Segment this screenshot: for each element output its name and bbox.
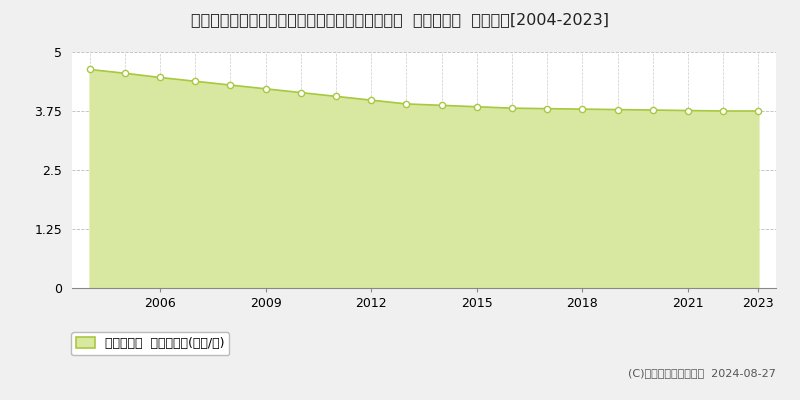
- Legend: 基準地価格  平均坪単価(万円/坪): 基準地価格 平均坪単価(万円/坪): [71, 332, 230, 355]
- Point: [400, 101, 413, 107]
- Point: [83, 66, 96, 73]
- Point: [506, 105, 518, 111]
- Point: [118, 70, 131, 76]
- Point: [189, 78, 202, 84]
- Point: [294, 89, 307, 96]
- Point: [611, 106, 624, 113]
- Point: [435, 102, 448, 108]
- Point: [717, 108, 730, 114]
- Point: [470, 104, 483, 110]
- Point: [541, 106, 554, 112]
- Point: [365, 97, 378, 103]
- Text: (C)土地価格ドットコム  2024-08-27: (C)土地価格ドットコム 2024-08-27: [628, 368, 776, 378]
- Point: [330, 93, 342, 100]
- Point: [224, 82, 237, 88]
- Text: 茨城県那珂郡東海村大字豊岡字西の妻４６０番２  基準地価格  地価推移[2004-2023]: 茨城県那珂郡東海村大字豊岡字西の妻４６０番２ 基準地価格 地価推移[2004-2…: [191, 12, 609, 27]
- Point: [752, 108, 765, 114]
- Point: [154, 74, 166, 81]
- Point: [646, 107, 659, 113]
- Point: [682, 107, 694, 114]
- Point: [576, 106, 589, 112]
- Point: [259, 86, 272, 92]
